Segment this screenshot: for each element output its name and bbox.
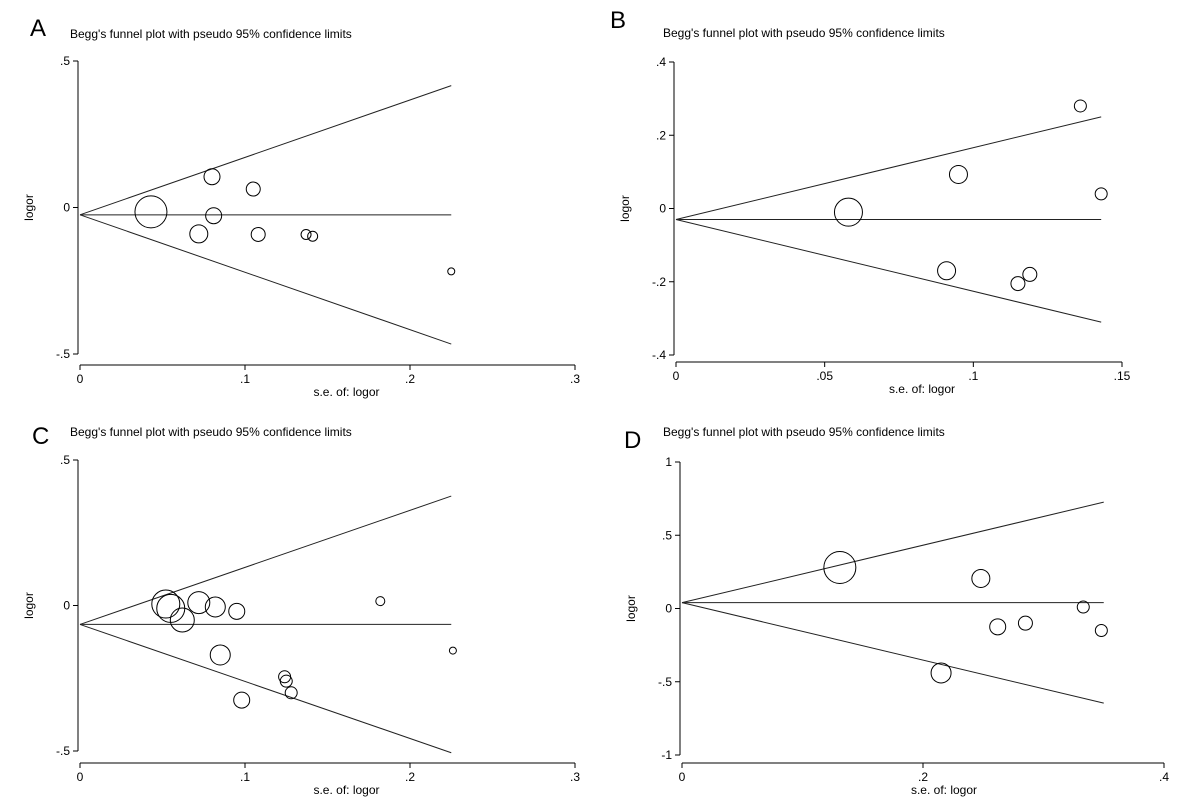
y-tick-label: -.5 <box>56 347 70 361</box>
study-point <box>447 267 456 276</box>
panel-letter: D <box>624 427 641 454</box>
y-tick-label: .5 <box>60 54 70 68</box>
study-point <box>948 164 968 184</box>
study-point <box>937 261 957 281</box>
y-tick-label: .2 <box>656 128 666 142</box>
x-tick-label: .1 <box>240 372 250 386</box>
study-point <box>134 195 168 229</box>
study-point <box>833 197 863 227</box>
study-point <box>187 591 211 615</box>
y-tick-label: .4 <box>656 55 666 69</box>
study-point <box>307 230 319 242</box>
x-tick-label: .2 <box>918 770 928 784</box>
study-point <box>284 686 298 700</box>
study-point <box>1073 99 1087 113</box>
x-tick-label: .1 <box>240 770 250 784</box>
lower-confidence-limit-line <box>675 219 1102 323</box>
chart-title: Begg's funnel plot with pseudo 95% confi… <box>70 425 352 439</box>
y-tick-label: -.5 <box>56 744 70 758</box>
study-point <box>375 596 386 607</box>
y-tick-label: -.4 <box>652 348 666 362</box>
x-axis-label: s.e. of: logor <box>313 783 379 797</box>
y-tick-label: .5 <box>60 453 70 467</box>
study-point <box>989 618 1007 636</box>
y-tick-label: 0 <box>659 202 666 216</box>
x-tick-label: 0 <box>77 770 84 784</box>
panel-letter: A <box>30 15 46 42</box>
chart-panel-a: A Begg's funnel plot with pseudo 95% conf… <box>22 15 580 399</box>
study-point <box>189 224 209 244</box>
y-axis-label: logor <box>624 595 638 622</box>
study-point <box>203 168 221 186</box>
x-tick-label: .15 <box>1114 369 1131 383</box>
study-point <box>1076 600 1090 614</box>
y-tick-label: 1 <box>665 455 672 469</box>
chart-title: Begg's funnel plot with pseudo 95% confi… <box>663 26 945 40</box>
study-point <box>250 226 266 242</box>
lower-confidence-limit-line <box>79 623 452 754</box>
x-tick-label: .2 <box>405 372 415 386</box>
study-point <box>1094 623 1108 637</box>
y-tick-label: .5 <box>662 528 672 542</box>
study-point <box>205 207 223 225</box>
chart-title: Begg's funnel plot with pseudo 95% confi… <box>663 425 945 439</box>
chart-panel-d: D Begg's funnel plot with pseudo 95% conf… <box>624 425 1169 797</box>
study-point <box>971 568 991 588</box>
study-point <box>279 674 293 688</box>
lower-confidence-limit-line <box>681 602 1104 704</box>
y-tick-label: 0 <box>63 201 70 215</box>
upper-confidence-limit-line <box>79 495 452 625</box>
upper-confidence-limit-line <box>675 116 1102 220</box>
study-point <box>204 596 226 618</box>
upper-confidence-limit-line <box>681 501 1104 604</box>
x-axis-label: s.e. of: logor <box>313 385 379 399</box>
study-point <box>1010 276 1026 292</box>
study-point <box>448 646 457 655</box>
panel-letter: B <box>610 7 626 34</box>
chart-title: Begg's funnel plot with pseudo 95% confi… <box>70 27 352 41</box>
y-axis-label: logor <box>22 194 36 221</box>
study-point <box>823 550 857 584</box>
x-tick-label: .2 <box>405 770 415 784</box>
x-tick-label: .3 <box>570 372 580 386</box>
x-tick-label: 0 <box>77 372 84 386</box>
x-tick-label: .05 <box>816 369 833 383</box>
lower-confidence-limit-line <box>79 214 452 345</box>
x-axis-label: s.e. of: logor <box>889 382 955 396</box>
study-point <box>245 181 261 197</box>
y-tick-label: 0 <box>63 599 70 613</box>
y-tick-label: -.2 <box>652 275 666 289</box>
y-tick-label: 0 <box>665 602 672 616</box>
study-point <box>930 662 952 684</box>
study-point <box>209 644 231 666</box>
study-point <box>300 228 312 240</box>
study-point <box>1022 266 1038 282</box>
upper-confidence-limit-line <box>79 85 452 216</box>
x-tick-label: .4 <box>1159 770 1169 784</box>
study-point <box>233 691 251 709</box>
y-tick-label: -1 <box>661 748 672 762</box>
x-tick-label: 0 <box>679 770 686 784</box>
study-point <box>1017 615 1033 631</box>
y-axis-label: logor <box>618 195 632 222</box>
x-tick-label: .1 <box>968 369 978 383</box>
panel-letter: C <box>32 423 49 450</box>
study-point <box>151 589 181 619</box>
study-point <box>228 602 246 620</box>
chart-panel-b: B Begg's funnel plot with pseudo 95% conf… <box>610 7 1131 396</box>
chart-panel-c: C Begg's funnel plot with pseudo 95% conf… <box>22 423 580 797</box>
x-tick-label: 0 <box>673 369 680 383</box>
study-point <box>1094 187 1108 201</box>
x-axis-label: s.e. of: logor <box>911 783 977 797</box>
x-tick-label: .3 <box>570 770 580 784</box>
y-axis-label: logor <box>22 592 36 619</box>
study-point <box>169 607 195 633</box>
y-tick-label: -.5 <box>658 675 672 689</box>
